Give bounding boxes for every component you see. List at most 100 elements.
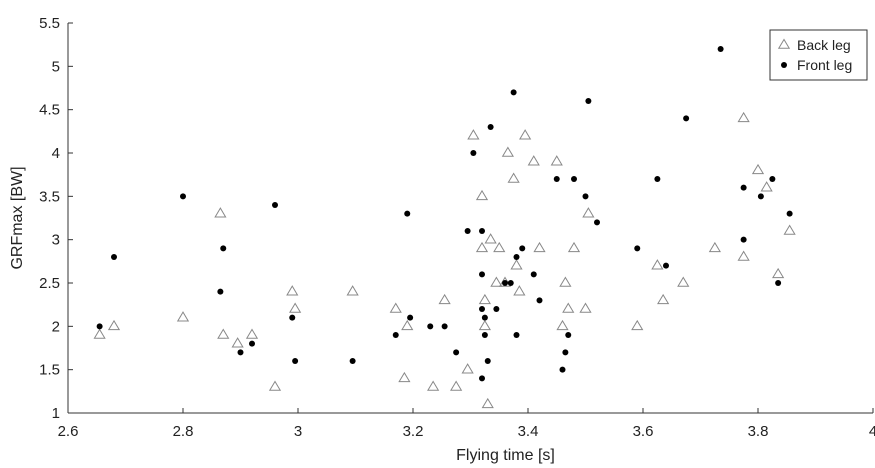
front-leg-point	[571, 176, 577, 182]
front-leg-point	[585, 98, 592, 104]
back-leg-point	[214, 207, 227, 218]
front-leg-point	[220, 245, 227, 252]
front-leg-point	[481, 332, 488, 338]
front-leg-point	[464, 228, 471, 234]
back-leg-point	[481, 397, 494, 409]
x-tick-label: 2.8	[173, 423, 194, 440]
front-leg-point	[740, 236, 747, 243]
front-leg-point	[513, 332, 520, 338]
front-leg-point	[479, 306, 485, 312]
back-leg-point	[651, 259, 664, 270]
axes: 2.6 2.8 3 3.2 3.4 3.6 3.8 4 1 1.5 2 2.5 3 3.5 4 4.5 5 5.5…	[9, 15, 875, 464]
front-leg-point	[562, 349, 569, 356]
back-leg-point	[475, 241, 489, 253]
back-leg-point	[567, 241, 581, 253]
back-leg-point	[751, 163, 765, 175]
front-leg-point	[289, 314, 296, 321]
front-leg-point	[481, 314, 488, 321]
back-leg-point	[550, 155, 563, 166]
legend-marker-front-leg	[781, 62, 787, 68]
back-leg-point	[398, 371, 411, 383]
front-leg-point	[272, 202, 278, 208]
front-leg-point	[559, 366, 566, 373]
y-tick-label: 5.5	[39, 15, 60, 32]
back-leg-point	[245, 328, 259, 339]
x-tick-label: 3.2	[403, 423, 424, 440]
front-leg-point	[519, 245, 526, 252]
back-leg-point	[677, 276, 690, 287]
back-leg-point	[286, 285, 299, 296]
front-leg-point	[513, 254, 520, 260]
back-leg-point	[427, 380, 440, 391]
front-leg-point	[553, 176, 560, 182]
x-tick-label: 3	[294, 423, 302, 440]
back-leg-point	[484, 233, 497, 244]
front-leg-point	[487, 124, 494, 130]
y-tick-label: 1	[52, 405, 60, 422]
front-leg-point	[427, 323, 434, 330]
x-tick-label: 3.6	[633, 423, 654, 440]
legend-label: Back leg	[797, 37, 851, 53]
y-tick-label: 2.5	[39, 275, 60, 292]
x-tick-label: 3.8	[748, 423, 769, 440]
front-leg-point	[484, 358, 491, 364]
y-tick-label: 4.5	[39, 102, 60, 119]
back-leg-point	[760, 181, 773, 192]
y-tick-label: 3	[52, 232, 60, 249]
back-leg-point	[493, 241, 506, 253]
back-leg-point	[579, 302, 592, 313]
front-leg-point	[507, 280, 514, 286]
back-leg-point	[507, 172, 520, 183]
back-leg-point	[93, 328, 106, 339]
back-leg-point	[783, 224, 796, 235]
back-leg-point	[559, 276, 572, 287]
x-axis-title: Flying time [s]	[456, 447, 555, 464]
x-tick-label: 2.6	[58, 423, 79, 440]
front-leg-point	[536, 297, 543, 304]
back-leg-point	[478, 319, 491, 331]
front-leg-point	[663, 262, 669, 269]
back-leg-point	[708, 241, 721, 253]
y-tick-label: 4	[52, 145, 60, 162]
legend: Back leg Front leg	[769, 29, 868, 81]
legend-label: Front leg	[797, 57, 852, 73]
back-leg-point	[231, 337, 244, 348]
front-leg-point	[404, 210, 411, 217]
front-leg-point	[510, 89, 517, 96]
legend-box	[769, 29, 868, 81]
front-leg-point	[565, 332, 572, 338]
front-leg-point	[786, 210, 793, 217]
y-axis-title: GRFmax [BW]	[9, 166, 26, 269]
back-leg-point	[401, 319, 414, 331]
front-leg-point	[654, 176, 661, 182]
front-leg-point	[237, 349, 244, 356]
front-leg-point	[530, 271, 537, 278]
front-leg-point	[502, 280, 508, 286]
back-leg-point	[467, 129, 480, 140]
front-leg-point	[479, 375, 485, 382]
back-leg-point	[519, 129, 532, 140]
y-tick-label: 3.5	[39, 188, 60, 205]
front-leg-point	[769, 176, 776, 182]
back-leg-point	[346, 285, 359, 296]
back-leg-point	[737, 111, 750, 123]
back-leg-point	[556, 319, 569, 331]
front-leg-point	[634, 245, 641, 252]
back-leg-point	[289, 302, 302, 313]
back-leg-point	[268, 380, 282, 391]
back-leg-point	[533, 241, 546, 253]
front-leg-point	[582, 193, 589, 200]
back-leg-point	[176, 311, 190, 322]
front-leg-point	[594, 219, 600, 226]
front-leg-point	[740, 184, 747, 191]
front-leg-point	[180, 193, 186, 200]
front-leg-point	[470, 150, 477, 156]
back-leg-point	[389, 302, 402, 313]
y-tick-label: 1.5	[39, 362, 60, 379]
back-leg-point	[107, 319, 121, 331]
front-leg-point	[96, 323, 103, 330]
back-leg-point	[562, 302, 575, 313]
back-leg-point	[631, 319, 644, 331]
